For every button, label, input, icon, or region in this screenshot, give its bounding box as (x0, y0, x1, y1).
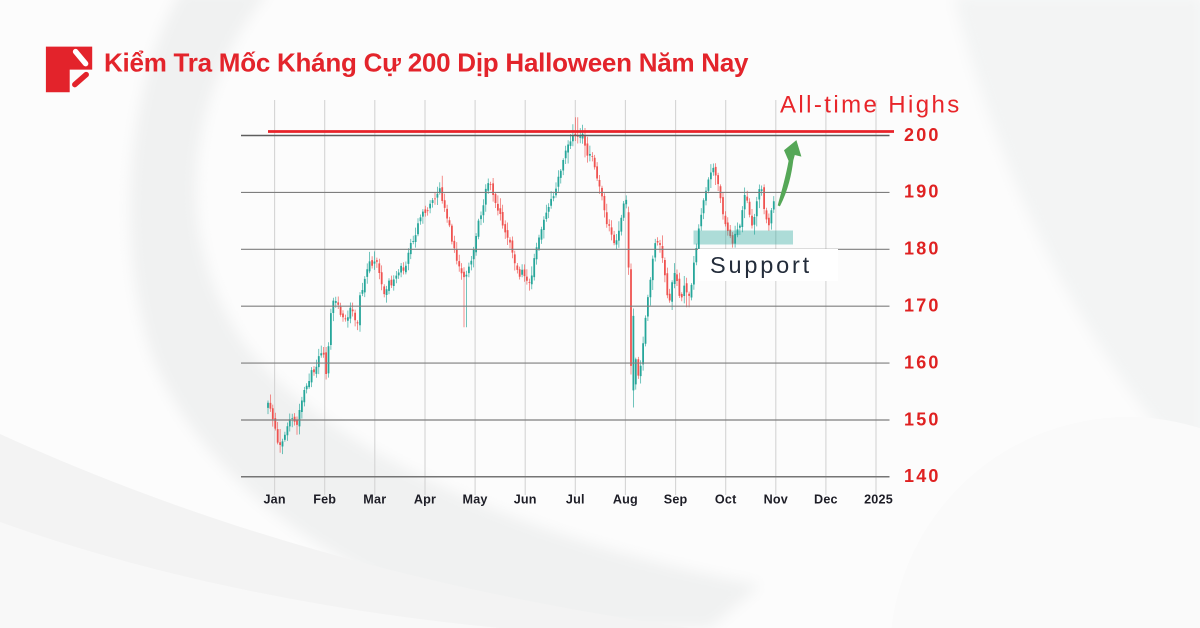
svg-text:All-time Highs: All-time Highs (780, 92, 962, 119)
svg-text:Mar: Mar (363, 493, 386, 507)
svg-text:170: 170 (904, 296, 941, 316)
svg-text:200: 200 (904, 125, 941, 145)
svg-text:Jan: Jan (263, 493, 285, 507)
svg-text:Nov: Nov (764, 493, 788, 507)
svg-text:Feb: Feb (313, 493, 336, 507)
svg-text:Sep: Sep (664, 493, 688, 507)
svg-text:Aug: Aug (613, 493, 638, 507)
svg-text:Dec: Dec (814, 493, 838, 507)
svg-text:150: 150 (904, 409, 941, 429)
svg-text:2025: 2025 (864, 493, 893, 507)
svg-text:140: 140 (904, 466, 941, 486)
svg-text:Apr: Apr (414, 493, 436, 507)
svg-text:190: 190 (904, 182, 941, 202)
svg-text:Oct: Oct (715, 493, 737, 507)
svg-text:May: May (463, 493, 488, 507)
svg-text:160: 160 (904, 352, 941, 372)
svg-text:Jun: Jun (514, 493, 537, 507)
svg-text:Kiểm Tra Mốc Kháng Cự 200 Dịp: Kiểm Tra Mốc Kháng Cự 200 Dịp Halloween … (104, 48, 749, 78)
svg-text:Jul: Jul (566, 493, 585, 507)
svg-text:Support: Support (710, 252, 812, 278)
svg-text:180: 180 (904, 239, 941, 259)
